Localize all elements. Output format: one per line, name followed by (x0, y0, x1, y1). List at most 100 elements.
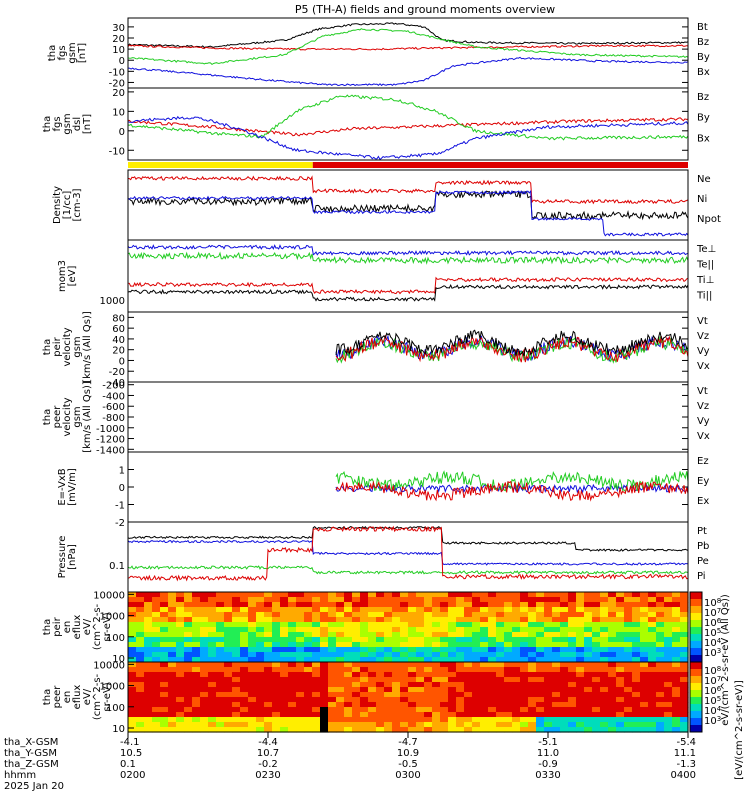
heatmap-cell (192, 612, 201, 618)
heatmap-cell (408, 597, 417, 603)
heatmap-cell (560, 722, 569, 728)
heatmap-cell (440, 632, 449, 638)
heatmap-cell (416, 652, 425, 658)
heatmap-cell (312, 642, 321, 648)
y-tick-label: -20 (109, 367, 125, 378)
y-tick-label: 20 (112, 88, 125, 99)
heatmap-cell (328, 677, 337, 683)
heatmap-cell (568, 667, 577, 673)
heatmap-cell (264, 697, 273, 703)
heatmap-cell (512, 702, 521, 708)
heatmap-cell (512, 627, 521, 633)
heatmap-cell (184, 612, 193, 618)
heatmap-cell (368, 612, 377, 618)
heatmap-cell (384, 657, 393, 663)
heatmap-cell (448, 602, 457, 608)
heatmap-cell (400, 707, 409, 713)
heatmap-cell (528, 707, 537, 713)
heatmap-cell (456, 637, 465, 643)
heatmap-cell (504, 672, 513, 678)
heatmap-cell (440, 712, 449, 718)
heatmap-cell (280, 657, 289, 663)
heatmap-cell (440, 707, 449, 713)
heatmap-cell (456, 657, 465, 663)
heatmap-cell (160, 617, 169, 623)
heatmap-cell (304, 717, 313, 723)
heatmap-cell (592, 602, 601, 608)
heatmap-cell (184, 712, 193, 718)
heatmap-cell (432, 637, 441, 643)
heatmap-cell (168, 727, 177, 733)
heatmap-cell (496, 707, 505, 713)
y-axis-label-line: velocity (62, 327, 73, 366)
heatmap-cell (624, 602, 633, 608)
heatmap-cell (128, 717, 137, 723)
legend-entry: Ex (697, 496, 709, 507)
heatmap-cell (232, 687, 241, 693)
y-tick-label: -10 (109, 67, 125, 78)
heatmap-cell (296, 687, 305, 693)
heatmap-cell (216, 647, 225, 653)
heatmap-cell (272, 702, 281, 708)
heatmap-cell (288, 722, 297, 728)
x-axis-date: 2025 Jan 20 (4, 781, 64, 792)
y-tick-label: -600 (102, 402, 125, 413)
heatmap-cell (336, 727, 345, 733)
heatmap-cell (336, 697, 345, 703)
y-axis-label-line: [km/s (All Qs)] (82, 311, 93, 383)
heatmap-cell (472, 617, 481, 623)
heatmap-cell (320, 607, 329, 613)
legend-entry: Vx (697, 361, 710, 372)
heatmap-cell (288, 707, 297, 713)
y-tick-label: 1000 (100, 296, 125, 307)
heatmap-cell (568, 627, 577, 633)
heatmap-cell (384, 677, 393, 683)
heatmap-cell (320, 622, 329, 628)
heatmap-cell (672, 692, 681, 698)
heatmap-cell (216, 622, 225, 628)
heatmap-cell (624, 622, 633, 628)
heatmap-cell (432, 697, 441, 703)
heatmap-cell (552, 727, 561, 733)
heatmap-cell (472, 707, 481, 713)
heatmap-cell (328, 667, 337, 673)
heatmap-cell (664, 592, 673, 598)
heatmap-cell (352, 592, 361, 598)
legend-entry: Ti|| (696, 291, 712, 302)
heatmap-cell (144, 707, 153, 713)
heatmap-cell (632, 687, 641, 693)
heatmap-cell (192, 597, 201, 603)
heatmap-cell (416, 592, 425, 598)
heatmap-cell (656, 727, 665, 733)
heatmap-cell (240, 712, 249, 718)
heatmap-cell (384, 727, 393, 733)
heatmap-cell (376, 607, 385, 613)
heatmap-cell (536, 637, 545, 643)
heatmap-cell (136, 717, 145, 723)
heatmap-cell (576, 712, 585, 718)
legend-entry: Te⊥ (696, 244, 716, 255)
heatmap-cell (616, 652, 625, 658)
heatmap-cell (208, 607, 217, 613)
heatmap-cell (416, 677, 425, 683)
heatmap-cell (304, 687, 313, 693)
heatmap-cell (248, 702, 257, 708)
heatmap-cell (632, 712, 641, 718)
heatmap-cell (352, 697, 361, 703)
heatmap-cell (672, 647, 681, 653)
heatmap-cell (432, 692, 441, 698)
heatmap-cell (200, 677, 209, 683)
heatmap-cell (496, 712, 505, 718)
heatmap-cell (192, 622, 201, 628)
heatmap-cell (680, 632, 689, 638)
heatmap-cell (616, 677, 625, 683)
heatmap-cell (424, 667, 433, 673)
heatmap-cell (616, 617, 625, 623)
heatmap-cell (576, 627, 585, 633)
heatmap-cell (544, 657, 553, 663)
heatmap-cell (176, 692, 185, 698)
heatmap-cell (304, 607, 313, 613)
y-axis-label-line: fgs (57, 45, 68, 60)
heatmap-cell (272, 717, 281, 723)
heatmap-cell (560, 717, 569, 723)
